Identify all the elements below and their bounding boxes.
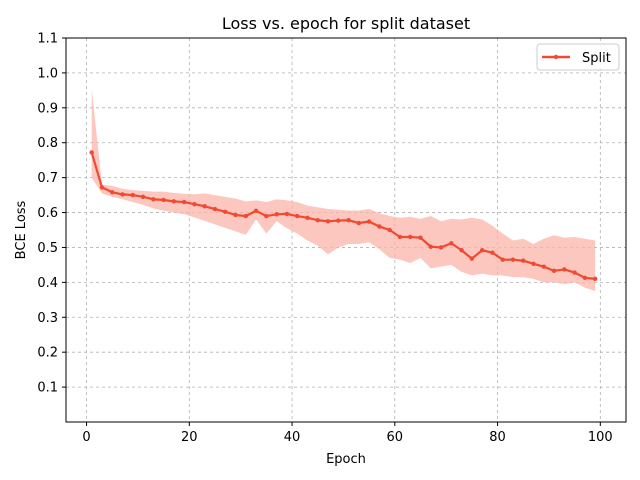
data-point bbox=[212, 206, 218, 212]
data-point bbox=[346, 218, 351, 223]
data-point bbox=[151, 197, 156, 202]
data-point bbox=[140, 194, 146, 200]
y-tick-label: 0.4 bbox=[37, 276, 58, 291]
data-point bbox=[336, 218, 341, 223]
y-axis-label: BCE Loss bbox=[14, 200, 29, 259]
x-tick-label: 60 bbox=[387, 430, 404, 445]
x-axis-label: Epoch bbox=[326, 452, 366, 467]
y-tick-label: 0.6 bbox=[37, 206, 58, 221]
y-tick-label: 0.9 bbox=[37, 101, 58, 116]
x-tick-label: 20 bbox=[181, 430, 198, 445]
x-tick-label: 80 bbox=[489, 430, 506, 445]
x-tick-label: 0 bbox=[82, 430, 90, 445]
data-point bbox=[120, 192, 125, 197]
chart-title: Loss vs. epoch for split dataset bbox=[222, 14, 470, 33]
data-point bbox=[315, 218, 320, 223]
y-tick-label: 1.0 bbox=[37, 66, 58, 81]
data-point bbox=[449, 241, 454, 246]
data-point bbox=[592, 276, 598, 282]
data-point bbox=[366, 219, 372, 224]
data-point bbox=[325, 219, 331, 224]
data-point bbox=[192, 201, 197, 207]
data-point bbox=[500, 257, 505, 262]
data-point bbox=[202, 204, 207, 209]
data-point bbox=[531, 261, 536, 267]
y-tick-label: 0.7 bbox=[37, 171, 58, 186]
data-point bbox=[377, 224, 382, 229]
confidence-band-group bbox=[91, 88, 596, 292]
data-point bbox=[479, 248, 485, 253]
data-point bbox=[284, 211, 290, 217]
data-point bbox=[469, 256, 475, 261]
data-point bbox=[428, 244, 433, 249]
y-tick-label: 0.2 bbox=[37, 346, 58, 361]
data-point bbox=[110, 190, 115, 195]
data-point bbox=[541, 264, 546, 269]
data-point bbox=[572, 270, 577, 275]
data-point bbox=[223, 209, 228, 215]
data-point bbox=[171, 199, 177, 204]
data-point bbox=[274, 212, 279, 217]
y-tick-label: 0.3 bbox=[37, 311, 58, 326]
data-point bbox=[233, 212, 238, 218]
legend-box bbox=[536, 43, 620, 71]
legend-label: Split bbox=[582, 51, 611, 66]
data-point bbox=[459, 248, 464, 253]
data-point bbox=[551, 268, 557, 274]
series-group bbox=[89, 150, 598, 282]
data-point bbox=[356, 220, 362, 226]
x-tick-label: 40 bbox=[284, 430, 301, 445]
data-point bbox=[253, 208, 259, 213]
plot-frame bbox=[65, 37, 627, 423]
data-point bbox=[130, 192, 135, 198]
data-point bbox=[510, 257, 516, 262]
legend-marker bbox=[553, 54, 559, 60]
y-tick-label: 0.8 bbox=[37, 136, 58, 151]
y-tick-label: 1.1 bbox=[37, 32, 58, 47]
data-point bbox=[521, 258, 526, 263]
y-tick-label: 0.1 bbox=[37, 381, 58, 396]
ticks-group: 0 20 40 60 80 100 0.1 0.2 0.3 0.4 0.5 0.6 0.7 0.8 0.9 1… bbox=[37, 32, 612, 446]
data-point bbox=[418, 235, 423, 240]
legend: Split bbox=[536, 43, 620, 71]
data-point bbox=[264, 213, 269, 219]
data-point bbox=[181, 199, 187, 205]
data-point bbox=[397, 234, 403, 240]
data-point bbox=[582, 275, 588, 281]
data-point bbox=[387, 227, 392, 233]
data-point bbox=[99, 185, 105, 190]
data-point bbox=[408, 234, 413, 240]
data-point bbox=[562, 267, 567, 272]
data-point bbox=[490, 250, 495, 255]
x-tick-label: 100 bbox=[588, 430, 613, 445]
data-point bbox=[305, 215, 310, 220]
data-point bbox=[243, 213, 249, 219]
y-tick-label: 0.5 bbox=[37, 241, 58, 256]
data-point bbox=[161, 197, 166, 203]
data-point bbox=[89, 150, 94, 155]
data-point bbox=[438, 245, 444, 250]
confidence-band bbox=[91, 88, 596, 292]
data-point bbox=[294, 213, 300, 219]
